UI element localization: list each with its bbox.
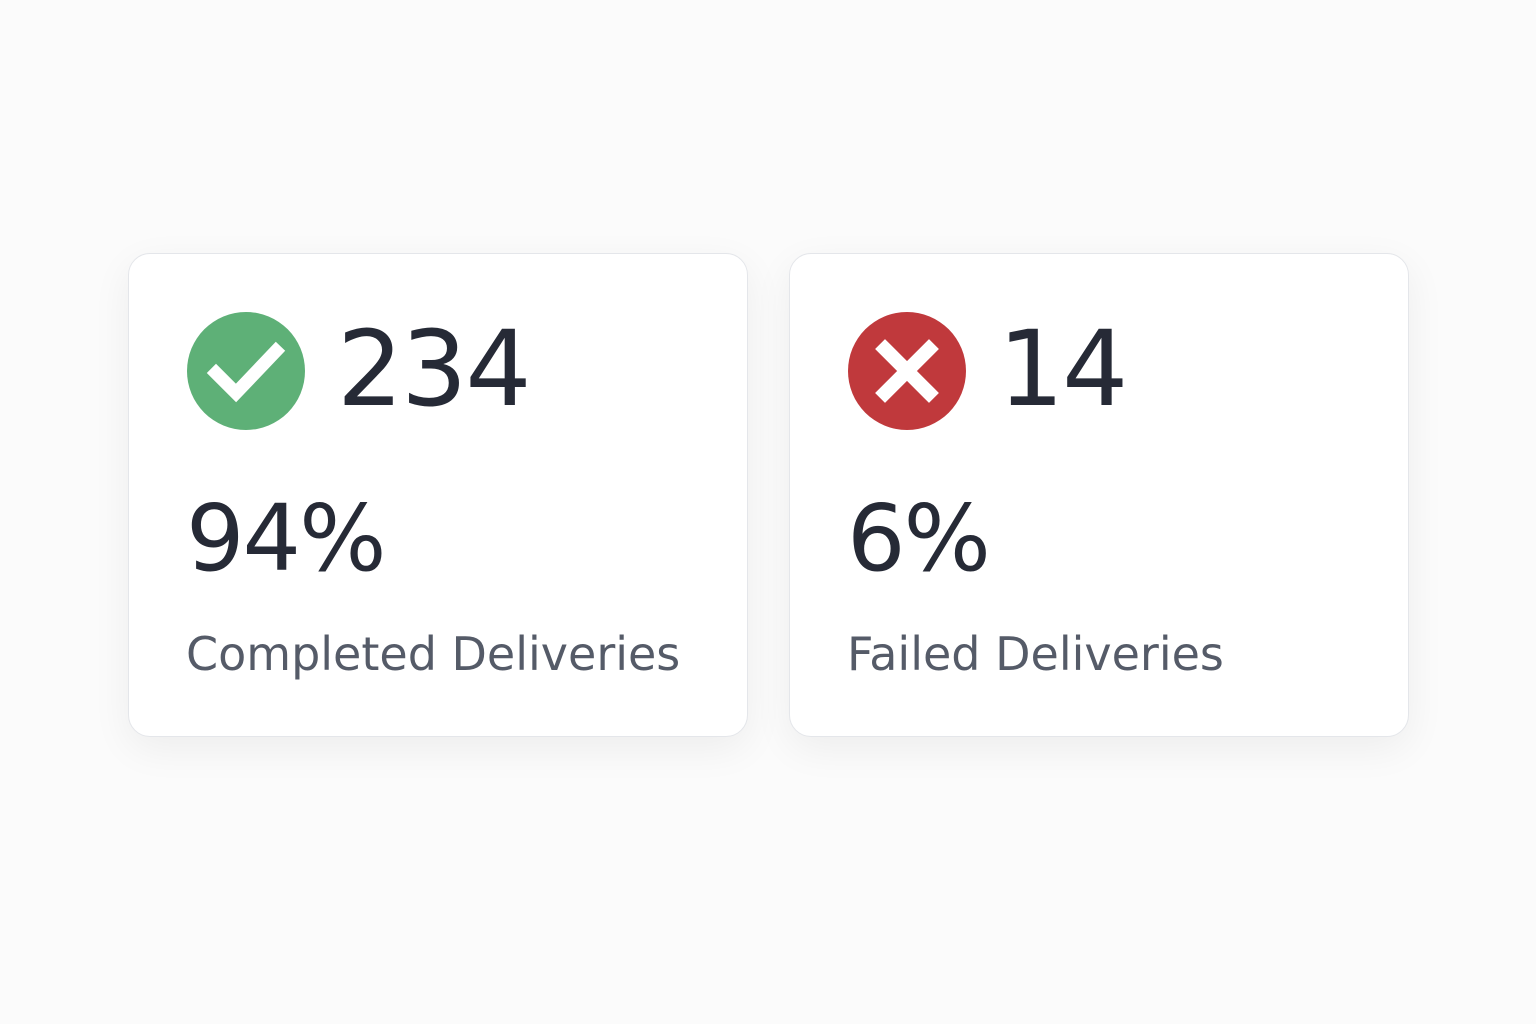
- check-icon: [187, 312, 305, 430]
- failed-card: 14 6% Failed Deliveries: [789, 253, 1409, 737]
- percent: 6%: [847, 485, 991, 592]
- count: 14: [998, 308, 1128, 430]
- card-label: Completed Deliveries: [186, 627, 681, 681]
- x-icon: [848, 312, 966, 430]
- completed-card: 234 94% Completed Deliveries: [128, 253, 748, 737]
- percent: 94%: [186, 485, 386, 592]
- count: 234: [337, 308, 532, 430]
- card-label: Failed Deliveries: [847, 627, 1224, 681]
